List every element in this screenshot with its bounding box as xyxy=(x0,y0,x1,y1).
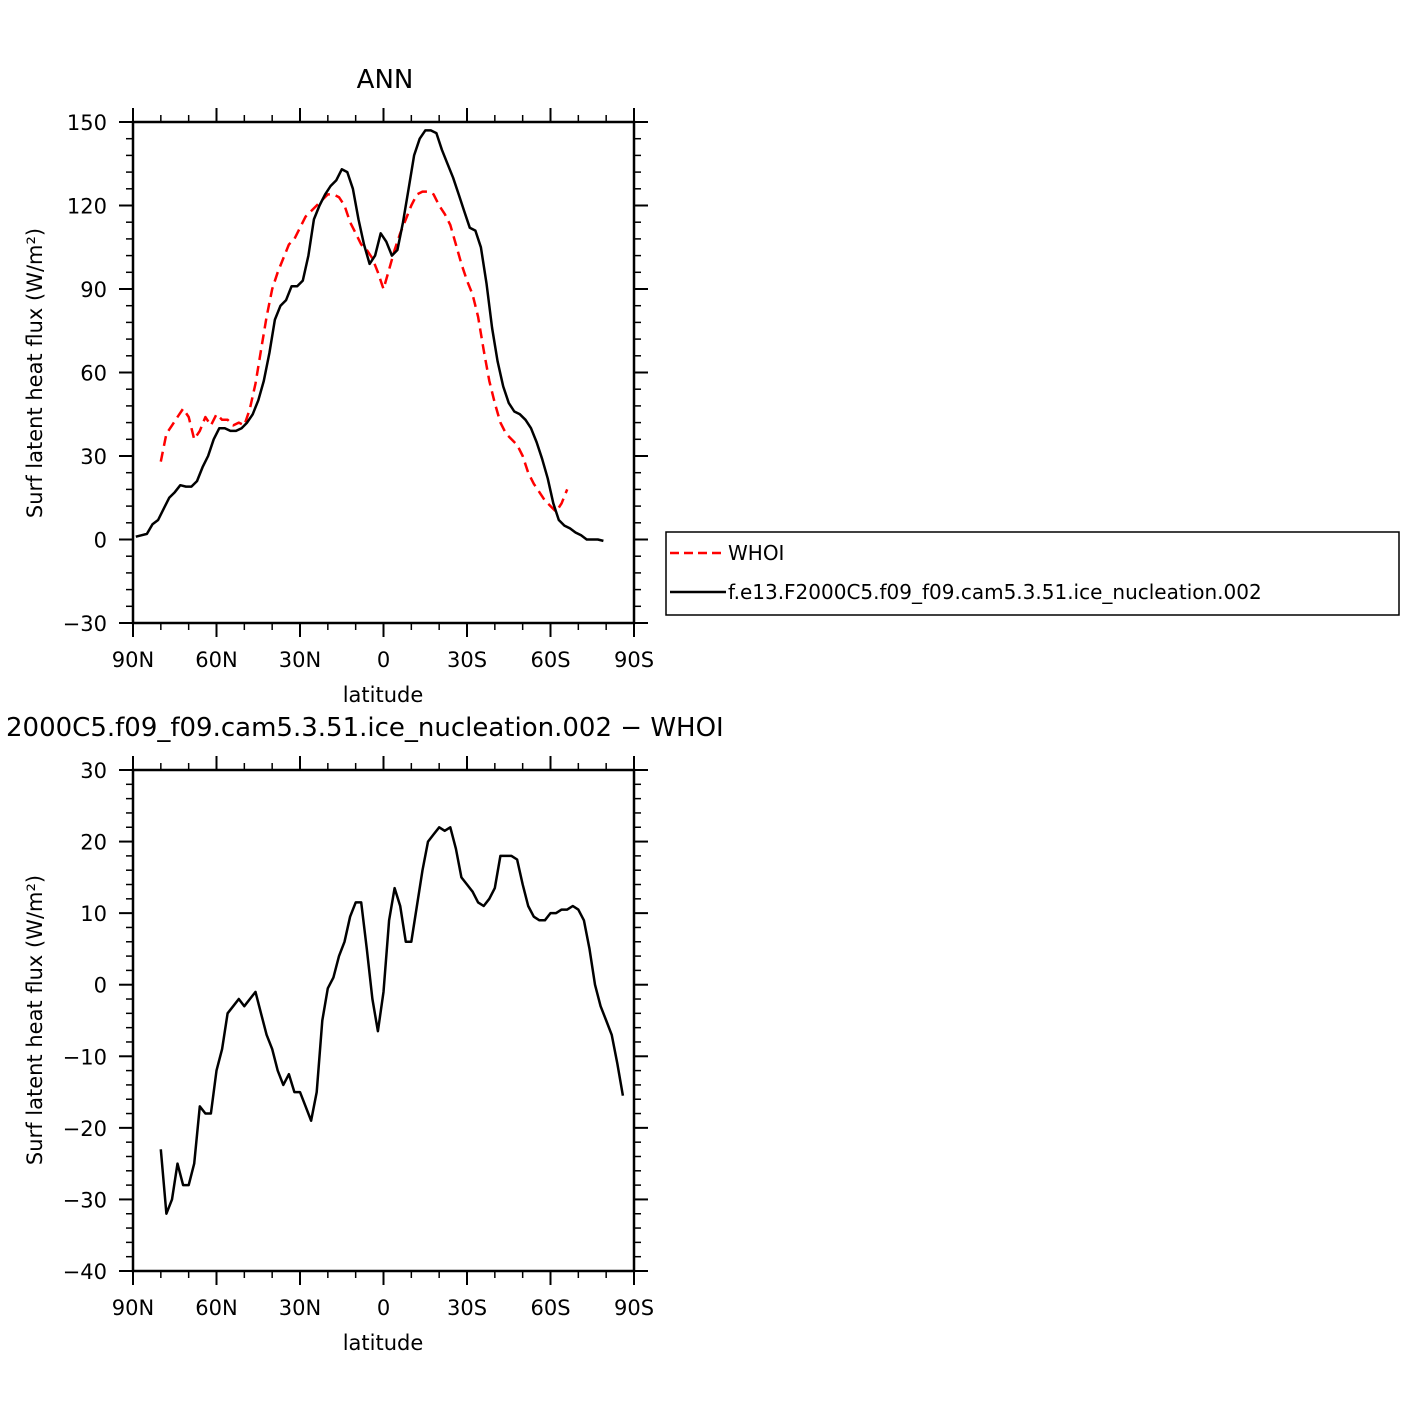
y-tick-label: −40 xyxy=(63,1260,107,1284)
y-tick-label: −20 xyxy=(63,1117,107,1141)
bottom-y-axis-title: Surf latent heat flux (W/m²) xyxy=(23,875,47,1165)
bottom-panel: 2000C5.f09_f09.cam5.3.51.ice_nucleation.… xyxy=(6,713,724,1355)
top-tick-group: −30 0 30 60 90 120 150 90N 60N 30N 0 30S 60S 90S xyxy=(63,108,654,672)
x-tick-label: 60S xyxy=(530,648,570,672)
top-x-axis-title: latitude xyxy=(343,683,424,707)
y-tick-label: 150 xyxy=(67,111,107,135)
bottom-series-group xyxy=(159,826,625,1215)
bottom-plot-title: 2000C5.f09_f09.cam5.3.51.ice_nucleation.… xyxy=(6,713,724,743)
legend: WHOI f.e13.F2000C5.f09_f09.cam5.3.51.ice… xyxy=(665,531,1400,616)
top-series-line-1 xyxy=(135,129,604,543)
top-plot-title: ANN xyxy=(357,65,414,95)
x-tick-label: 30N xyxy=(279,648,321,672)
top-y-axis-title: Surf latent heat flux (W/m²) xyxy=(23,228,47,518)
x-tick-label: 60N xyxy=(195,648,237,672)
legend-box xyxy=(665,531,1400,616)
top-plot-frame xyxy=(131,120,636,625)
x-tick-label: 60S xyxy=(530,1296,570,1320)
bottom-x-axis-title: latitude xyxy=(343,1331,424,1355)
legend-label-whoi: WHOI xyxy=(728,541,784,565)
x-tick-label: 0 xyxy=(377,648,390,672)
top-series-group xyxy=(135,129,604,543)
x-tick-label: 90N xyxy=(112,1296,154,1320)
x-tick-label: 90S xyxy=(614,1296,654,1320)
x-tick-label: 30S xyxy=(447,1296,487,1320)
bottom-plot-frame xyxy=(131,768,636,1273)
y-tick-label: 30 xyxy=(80,445,107,469)
y-tick-label: 0 xyxy=(94,974,107,998)
x-tick-label: 90N xyxy=(112,648,154,672)
x-tick-label: 30S xyxy=(447,648,487,672)
bottom-tick-group: −40 −30 −20 −10 0 10 20 30 90N 60N 30N 0 30S 60S 90S xyxy=(63,756,654,1320)
x-tick-label: 60N xyxy=(195,1296,237,1320)
y-tick-label: −10 xyxy=(63,1045,107,1069)
y-tick-label: 0 xyxy=(94,529,107,553)
y-tick-label: 30 xyxy=(80,759,107,783)
y-tick-label: 20 xyxy=(80,831,107,855)
x-tick-label: 90S xyxy=(614,648,654,672)
top-series-line-0 xyxy=(159,190,569,513)
x-tick-label: 30N xyxy=(279,1296,321,1320)
y-tick-label: 120 xyxy=(67,195,107,219)
y-tick-label: 10 xyxy=(80,902,107,926)
legend-label-model: f.e13.F2000C5.f09_f09.cam5.3.51.ice_nucl… xyxy=(728,580,1262,604)
y-tick-label: 90 xyxy=(80,278,107,302)
y-tick-label: −30 xyxy=(63,612,107,636)
y-tick-label: −30 xyxy=(63,1188,107,1212)
x-tick-label: 0 xyxy=(377,1296,390,1320)
y-tick-label: 60 xyxy=(80,362,107,386)
bottom-series-line-0 xyxy=(159,826,625,1215)
top-panel: ANN Surf latent heat flux (W/m²) latitud… xyxy=(23,65,654,707)
